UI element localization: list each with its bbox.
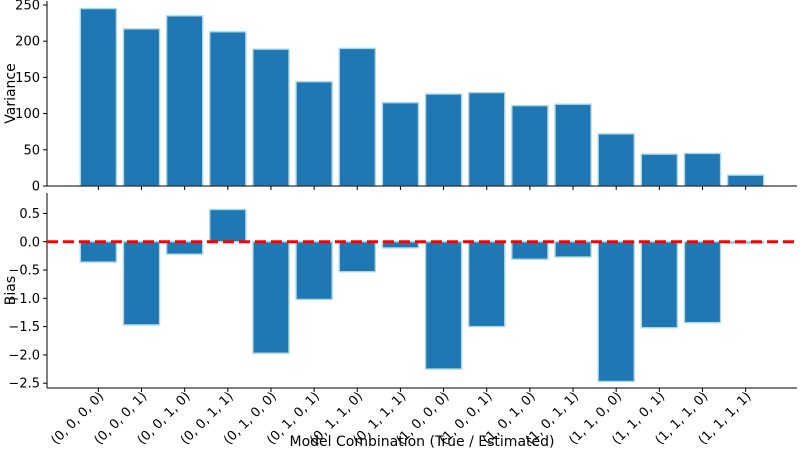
bias-y-tick-label: −2.5 — [8, 377, 40, 392]
variance-panel: 0 50 100 150 200 250 Variance — [3, 0, 797, 195]
bias-bar — [338, 241, 377, 273]
variance-y-tick-label: 150 — [15, 71, 40, 86]
bias-y-tick-label: −0.5 — [8, 264, 40, 279]
variance-y-tick-label: 100 — [15, 107, 40, 122]
bias-panel: 0.50.0−0.5−1.0−1.5−2.0−2.5(0, 0, 0, 0)(0… — [3, 193, 797, 450]
variance-y-tick-label: 200 — [15, 35, 40, 50]
variance-bar — [338, 47, 377, 187]
variance-bar — [511, 104, 549, 187]
variance-y-tick-label: 0 — [32, 180, 40, 195]
variance-y-tick-label: 50 — [23, 143, 40, 158]
bias-ylabel: Bias — [3, 276, 19, 305]
bias-bar — [295, 241, 333, 301]
bias-y-tick-label: −1.5 — [8, 320, 40, 335]
variance-bar — [165, 15, 204, 187]
variance-bar — [79, 7, 118, 187]
bias-bar — [511, 241, 549, 260]
bias-y-tick-label: 0.0 — [19, 235, 40, 250]
variance-ylabel: Variance — [3, 63, 19, 123]
bias-bar — [640, 241, 679, 329]
variance-bar — [597, 133, 635, 187]
variance-bar — [683, 152, 722, 187]
bias-bar — [424, 241, 463, 370]
bias-y-tick-label: −1.0 — [8, 292, 40, 307]
variance-bar — [381, 102, 420, 187]
variance-bar — [640, 153, 679, 187]
variance-y-tick-label: 250 — [15, 0, 40, 14]
bias-bar — [165, 241, 204, 255]
bias-y-tick-label: −2.0 — [8, 348, 40, 363]
bias-bar — [209, 208, 247, 243]
bias-y-tick-label: 0.5 — [19, 207, 40, 222]
bias-bar — [597, 241, 635, 383]
variance-bar — [252, 48, 290, 187]
variance-bar — [554, 103, 592, 187]
xlabel: Model Combination (True / Estimated) — [290, 434, 555, 450]
variance-bar — [295, 81, 333, 187]
bias-bar — [79, 241, 118, 263]
bias-bar — [467, 241, 506, 328]
variance-bar — [467, 91, 506, 187]
variance-bar — [424, 93, 463, 187]
variance-bar — [122, 28, 161, 187]
bias-bar — [683, 241, 722, 324]
bias-bar — [252, 241, 290, 354]
bias-bar — [122, 241, 161, 326]
variance-bar — [726, 174, 765, 187]
bias-bar — [554, 241, 592, 258]
variance-bar — [209, 31, 247, 187]
